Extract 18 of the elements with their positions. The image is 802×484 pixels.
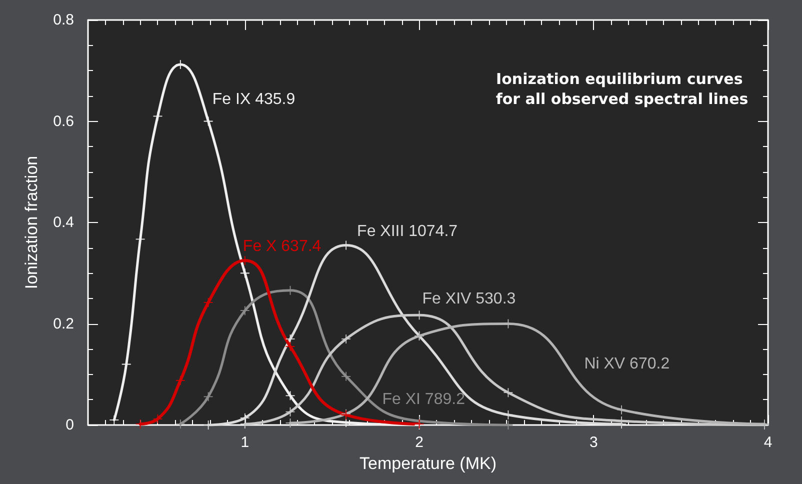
series-label: Fe XIII 1074.7: [357, 222, 458, 240]
y-axis-title: Ionization fraction: [22, 156, 41, 290]
series-label: Fe IX 435.9: [212, 91, 296, 108]
series-label: Fe X 637.4: [242, 238, 322, 255]
y-tick-label: 0.8: [53, 12, 74, 28]
series-label: Ni XV 670.2: [584, 355, 670, 372]
text: Ionization equilibrium curves for all observed spectral lines: [496, 70, 748, 108]
y-tick-label: 0.4: [53, 214, 74, 231]
x-tick-label: 3: [589, 434, 598, 451]
y-tick-label: 0.2: [53, 315, 74, 332]
y-tick-label: 0.6: [53, 112, 74, 130]
series-label: Fe XIV 530.3: [422, 290, 516, 308]
x-axis-title: Temperature (MK): [360, 454, 496, 473]
y-tick-label: 0: [66, 416, 74, 434]
x-tick-label: 4: [764, 434, 772, 451]
x-tick-label: 2: [415, 434, 424, 451]
x-tick-label: 1: [240, 434, 250, 451]
series-label: Fe XI 789.2: [382, 390, 466, 408]
